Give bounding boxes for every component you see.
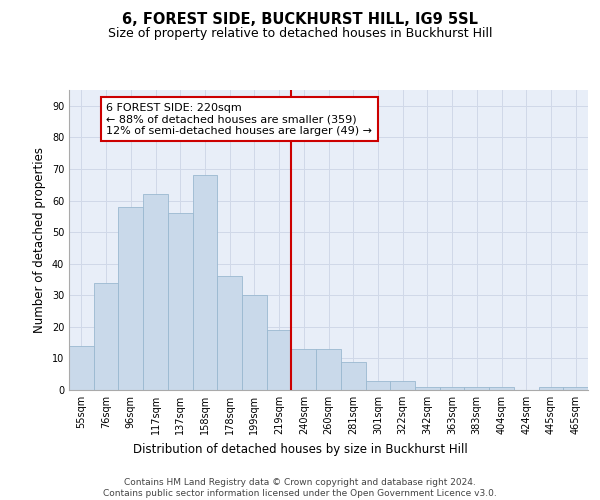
Bar <box>69 346 94 390</box>
Y-axis label: Number of detached properties: Number of detached properties <box>33 147 46 333</box>
Bar <box>193 176 217 390</box>
Bar <box>242 296 267 390</box>
Text: 6, FOREST SIDE, BUCKHURST HILL, IG9 5SL: 6, FOREST SIDE, BUCKHURST HILL, IG9 5SL <box>122 12 478 28</box>
Bar <box>267 330 292 390</box>
Text: Contains HM Land Registry data © Crown copyright and database right 2024.
Contai: Contains HM Land Registry data © Crown c… <box>103 478 497 498</box>
Bar <box>415 387 440 390</box>
Text: 6 FOREST SIDE: 220sqm
← 88% of detached houses are smaller (359)
12% of semi-det: 6 FOREST SIDE: 220sqm ← 88% of detached … <box>106 102 372 136</box>
Bar <box>316 349 341 390</box>
Text: Distribution of detached houses by size in Buckhurst Hill: Distribution of detached houses by size … <box>133 442 467 456</box>
Bar <box>464 387 489 390</box>
Bar <box>539 387 563 390</box>
Bar <box>118 207 143 390</box>
Bar <box>143 194 168 390</box>
Text: Size of property relative to detached houses in Buckhurst Hill: Size of property relative to detached ho… <box>108 28 492 40</box>
Bar <box>390 380 415 390</box>
Bar <box>440 387 464 390</box>
Bar <box>217 276 242 390</box>
Bar <box>292 349 316 390</box>
Bar <box>365 380 390 390</box>
Bar <box>168 213 193 390</box>
Bar <box>94 282 118 390</box>
Bar <box>341 362 365 390</box>
Bar <box>489 387 514 390</box>
Bar <box>563 387 588 390</box>
